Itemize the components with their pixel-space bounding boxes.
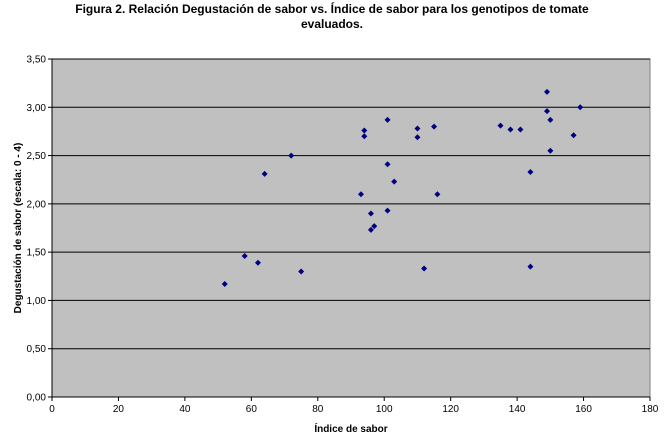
data-point <box>367 226 374 233</box>
data-point <box>497 122 504 129</box>
data-point <box>434 191 441 198</box>
data-point <box>361 127 368 134</box>
data-point <box>544 88 551 95</box>
chart-title-line-1: Figura 2. Relación Degustación de sabor … <box>75 2 589 16</box>
gridlines <box>52 58 650 350</box>
data-point <box>414 134 421 141</box>
y-tick-label: 1,00 <box>27 296 47 307</box>
data-point <box>547 147 554 154</box>
y-tick-label: 1,50 <box>27 248 47 259</box>
plot-area <box>51 58 651 398</box>
y-tick-label: 0,50 <box>27 344 47 355</box>
data-point <box>570 132 577 139</box>
x-tick-label: 180 <box>642 404 659 415</box>
x-axis-title: Índice de sabor <box>314 422 387 435</box>
data-point <box>517 126 524 133</box>
data-point <box>527 168 534 175</box>
x-tick-label: 100 <box>376 404 393 415</box>
data-point <box>357 191 364 198</box>
data-point <box>527 263 534 270</box>
data-point <box>507 126 514 133</box>
y-tick-label: 3,00 <box>27 103 47 114</box>
data-points <box>221 88 584 288</box>
data-point <box>221 281 228 288</box>
data-point <box>254 259 261 266</box>
x-tick-label: 120 <box>442 404 459 415</box>
data-point <box>547 116 554 123</box>
chart-title: Figura 2. Relación Degustación de sabor … <box>0 2 664 32</box>
y-tick-label: 0,00 <box>27 393 47 404</box>
x-tick-label: 20 <box>113 404 125 415</box>
data-point <box>414 125 421 132</box>
data-point <box>544 108 551 115</box>
data-point <box>577 104 584 111</box>
data-point <box>384 207 391 214</box>
data-point <box>384 116 391 123</box>
y-axis-title: Degustación de sabor (escala: 0 - 4) <box>13 143 24 314</box>
data-point <box>421 265 428 272</box>
data-point <box>371 223 378 230</box>
x-tick-label: 0 <box>49 404 55 415</box>
x-tick-label: 160 <box>575 404 592 415</box>
chart-title-line-2: evaluados. <box>300 17 364 31</box>
data-point <box>261 170 268 177</box>
x-axis-ticks: 0 20 40 60 80 100 120 140 160 180 <box>49 397 659 415</box>
x-tick-label: 80 <box>312 404 324 415</box>
y-tick-label: 2,50 <box>27 151 47 162</box>
data-point <box>361 133 368 140</box>
axes <box>51 59 650 398</box>
y-tick-label: 3,50 <box>27 55 47 66</box>
data-point <box>241 253 248 260</box>
data-point <box>431 123 438 130</box>
data-point <box>384 161 391 168</box>
x-tick-label: 140 <box>509 404 526 415</box>
y-axis-ticks: 0,00 0,50 1,00 1,50 2,00 2,50 3,00 3,50 <box>27 55 52 404</box>
data-point <box>288 152 295 159</box>
data-point <box>367 210 374 217</box>
x-tick-label: 60 <box>246 404 258 415</box>
y-tick-label: 2,00 <box>27 199 47 210</box>
x-tick-label: 40 <box>179 404 191 415</box>
data-point <box>391 178 398 185</box>
data-point <box>298 268 305 275</box>
